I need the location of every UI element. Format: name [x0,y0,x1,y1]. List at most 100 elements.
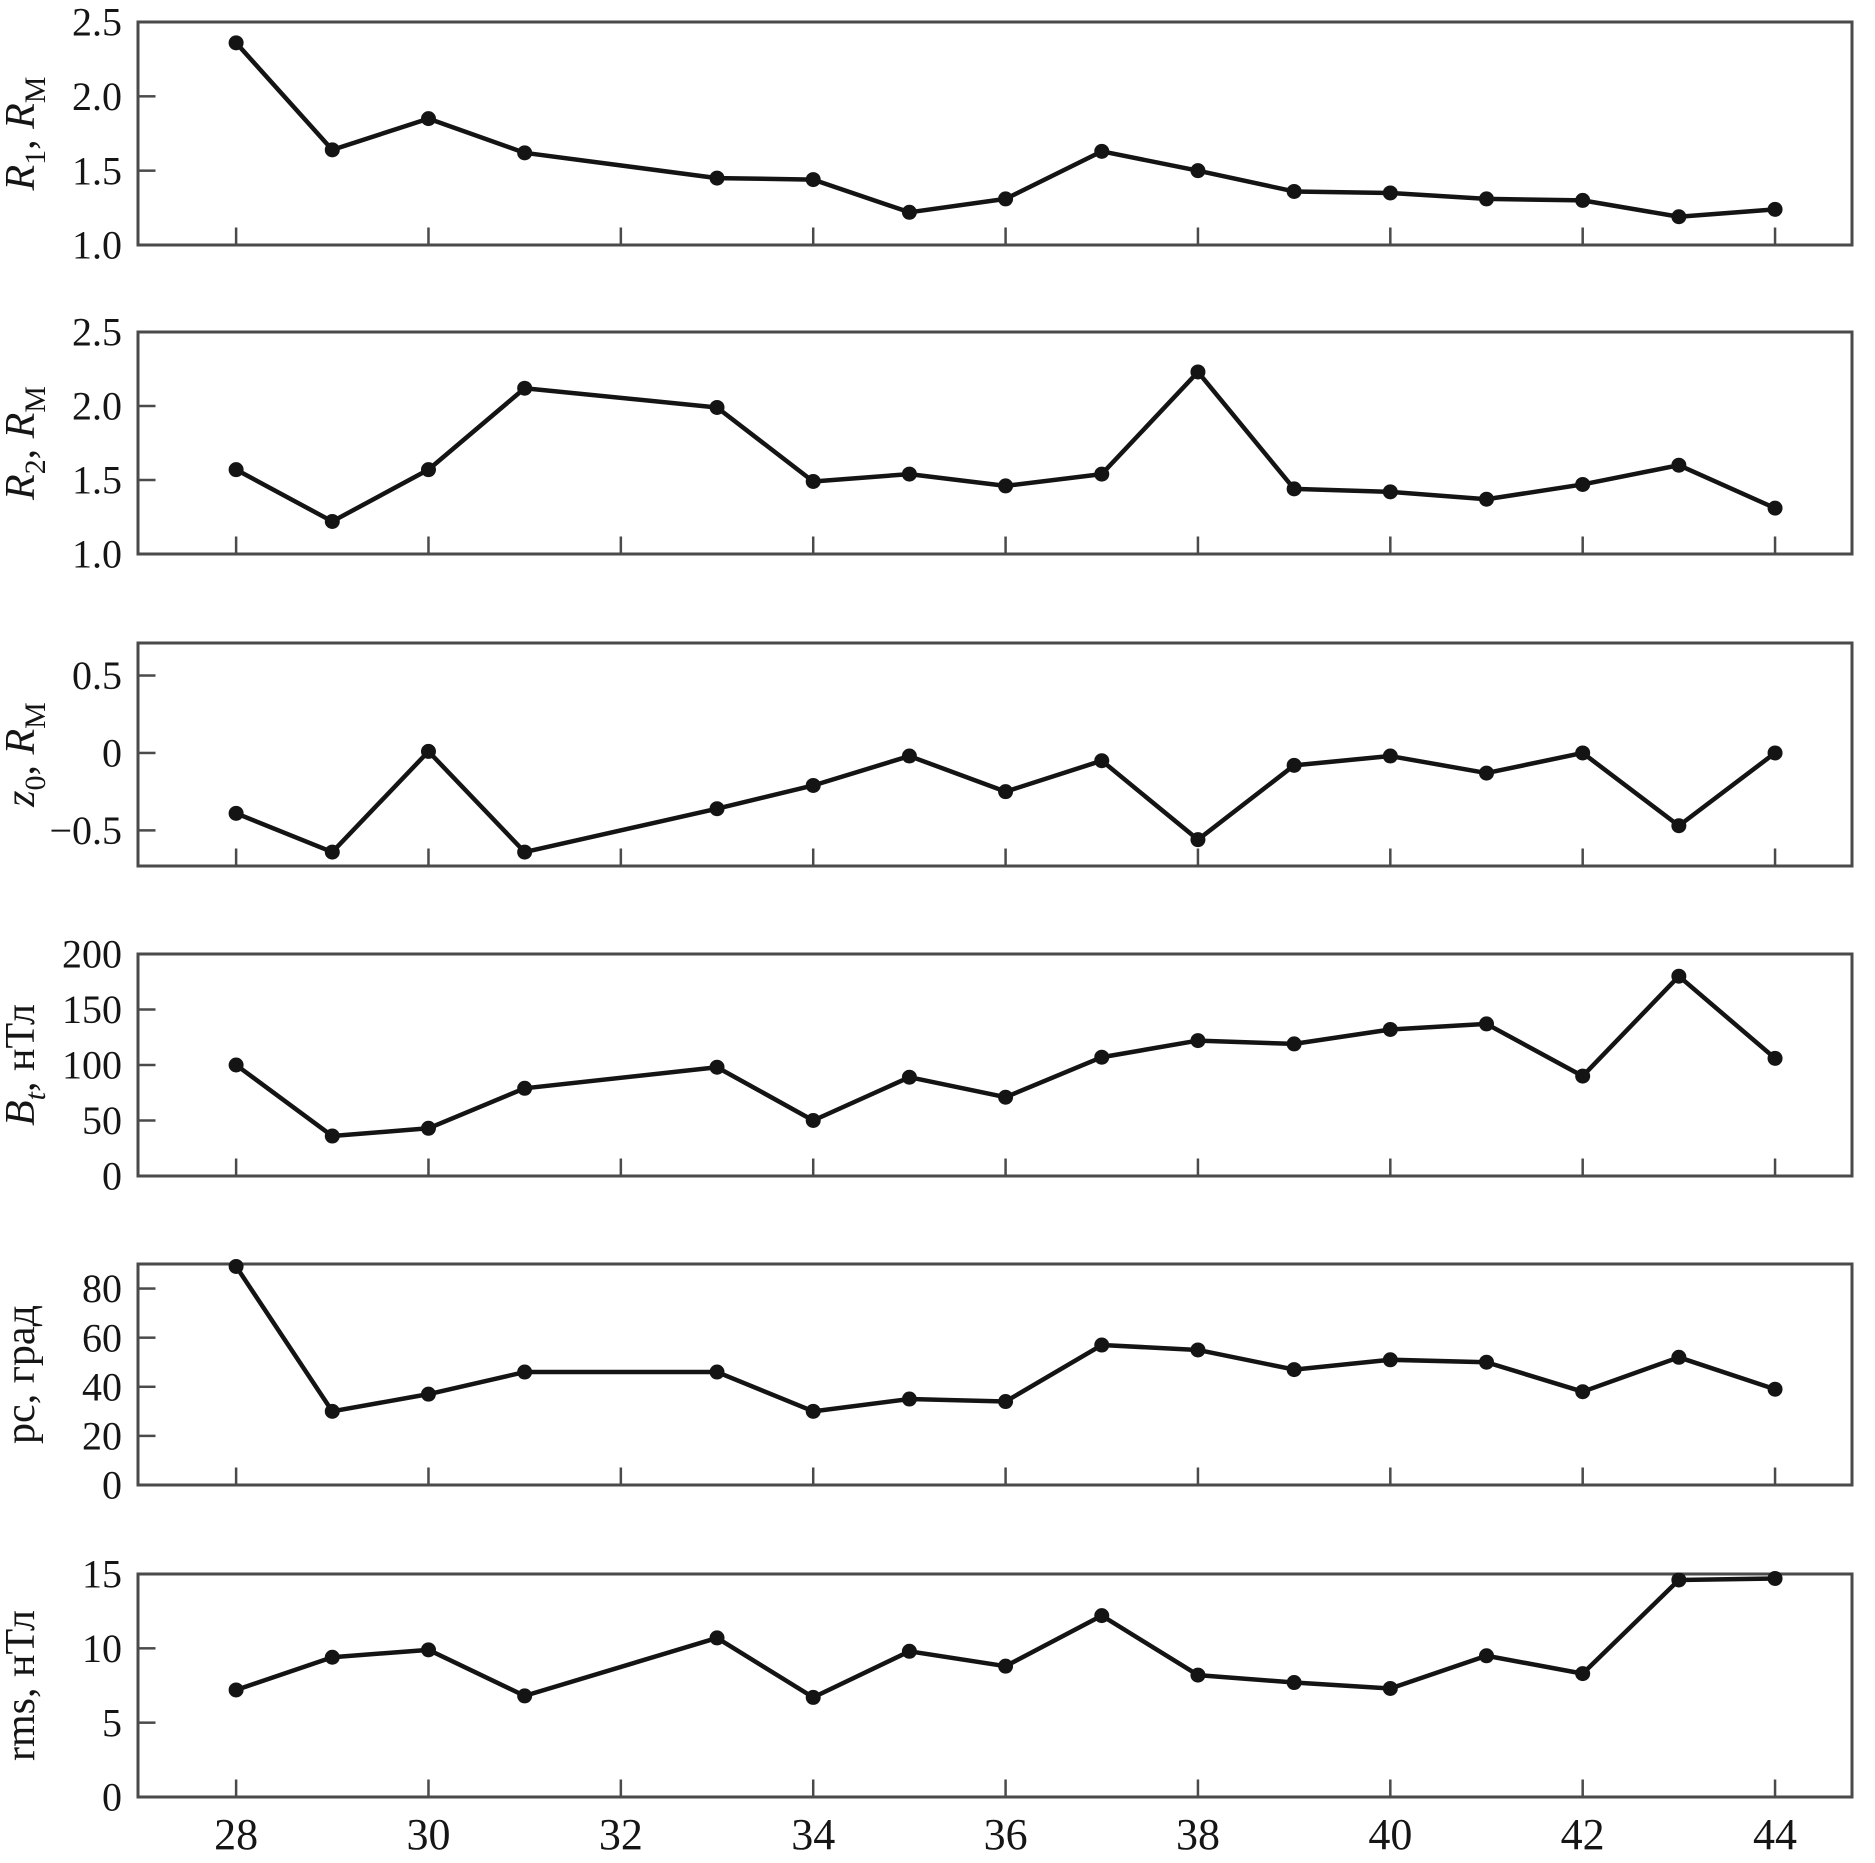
data-line-r2 [233,369,1778,524]
data-point [1382,185,1398,201]
panel-frame [136,641,1854,868]
data-point [901,1391,917,1407]
data-point [1575,192,1591,208]
data-point [1479,1354,1495,1370]
data-point [901,204,917,220]
data-point [709,1630,725,1646]
data-point [1767,201,1783,217]
y-tick-label: 1.5 [72,458,122,503]
y-tick-label: 0 [102,731,122,776]
data-point [1575,1666,1591,1682]
data-point [1094,753,1110,769]
panel-rms: 0 5 10 15 rms, нТл 28 30 32 34 36 38 40 42 44 [0,1552,1854,1859]
data-point [517,844,533,860]
data-point [1479,1648,1495,1664]
data-point [420,743,436,759]
y-tick-label: 0 [102,1154,122,1199]
panel-frame [136,1572,1854,1799]
panel-frame [136,1262,1854,1487]
data-point [1671,1349,1687,1365]
data-point [420,111,436,127]
data-point [998,784,1014,800]
data-point [901,466,917,482]
data-point [420,1120,436,1136]
data-point [1671,818,1687,834]
data-point [901,1643,917,1659]
data-point [805,777,821,793]
y-axis-label-r1: R1, RM [0,77,52,192]
data-point [1286,757,1302,773]
panel-r1: 1.0 1.5 2.0 2.5 R1, RM [0,0,1854,268]
data-point [324,142,340,158]
data-point [709,801,725,817]
data-point [709,1059,725,1075]
data-point [805,172,821,188]
data-point [228,462,244,478]
y-tick-label: 5 [102,1700,122,1745]
data-point [1094,1049,1110,1065]
data-point [1094,1337,1110,1353]
x-tick-label: 28 [214,1810,258,1858]
data-point [1767,500,1783,516]
data-point [901,1069,917,1085]
data-point [324,1649,340,1665]
data-point [1094,466,1110,482]
data-point [1767,1570,1783,1586]
data-line-r1 [233,40,1778,220]
y-axis-label-r2: R2, RM [0,386,52,501]
panel-frame [136,952,1854,1178]
data-point [805,1689,821,1705]
data-point [1767,1381,1783,1397]
y-tick-label: 0.5 [72,653,122,698]
data-point [228,1682,244,1698]
data-point [228,1258,244,1274]
data-point [1671,457,1687,473]
data-point [1671,968,1687,984]
x-tick-label: 36 [984,1810,1028,1858]
data-point [709,1364,725,1380]
data-point [998,1089,1014,1105]
y-tick-label: 40 [82,1364,122,1409]
x-tick-label: 42 [1561,1810,1605,1858]
data-point [805,473,821,489]
y-tick-label: −0.5 [49,808,122,853]
data-point [324,1403,340,1419]
data-point [805,1403,821,1419]
data-point [1190,163,1206,179]
data-point [1190,1342,1206,1358]
data-point [324,844,340,860]
y-tick-label: 50 [82,1098,122,1143]
data-point [1479,1016,1495,1032]
data-point [517,1688,533,1704]
data-point [1286,481,1302,497]
data-point [1575,1068,1591,1084]
data-point [228,1057,244,1073]
data-point [1094,1608,1110,1624]
data-point [998,478,1014,494]
y-tick-label: 2.0 [72,384,122,429]
y-tick-label: 20 [82,1413,122,1458]
data-point [1190,364,1206,380]
data-point [324,1128,340,1144]
y-tick-label: 200 [62,932,122,977]
data-point [517,145,533,161]
x-tick-label: 40 [1368,1810,1412,1858]
data-point [1767,745,1783,761]
y-axis-label-z0: z0, RM [0,702,52,808]
data-point [420,1386,436,1402]
data-point [1671,209,1687,225]
panel-r2: 1.0 1.5 2.0 2.5 R2, RM [0,310,1854,577]
data-point [1575,1384,1591,1400]
y-tick-label: 1.5 [72,148,122,193]
y-axis-label-pc: pc, град [0,1305,44,1444]
data-line-pc [233,1264,1778,1414]
data-point [1190,1667,1206,1683]
panel-z0: −0.5 0 0.5 z0, RM [0,641,1854,868]
data-point [1382,1680,1398,1696]
data-point [420,1642,436,1658]
data-point [517,1364,533,1380]
data-point [1671,1572,1687,1588]
